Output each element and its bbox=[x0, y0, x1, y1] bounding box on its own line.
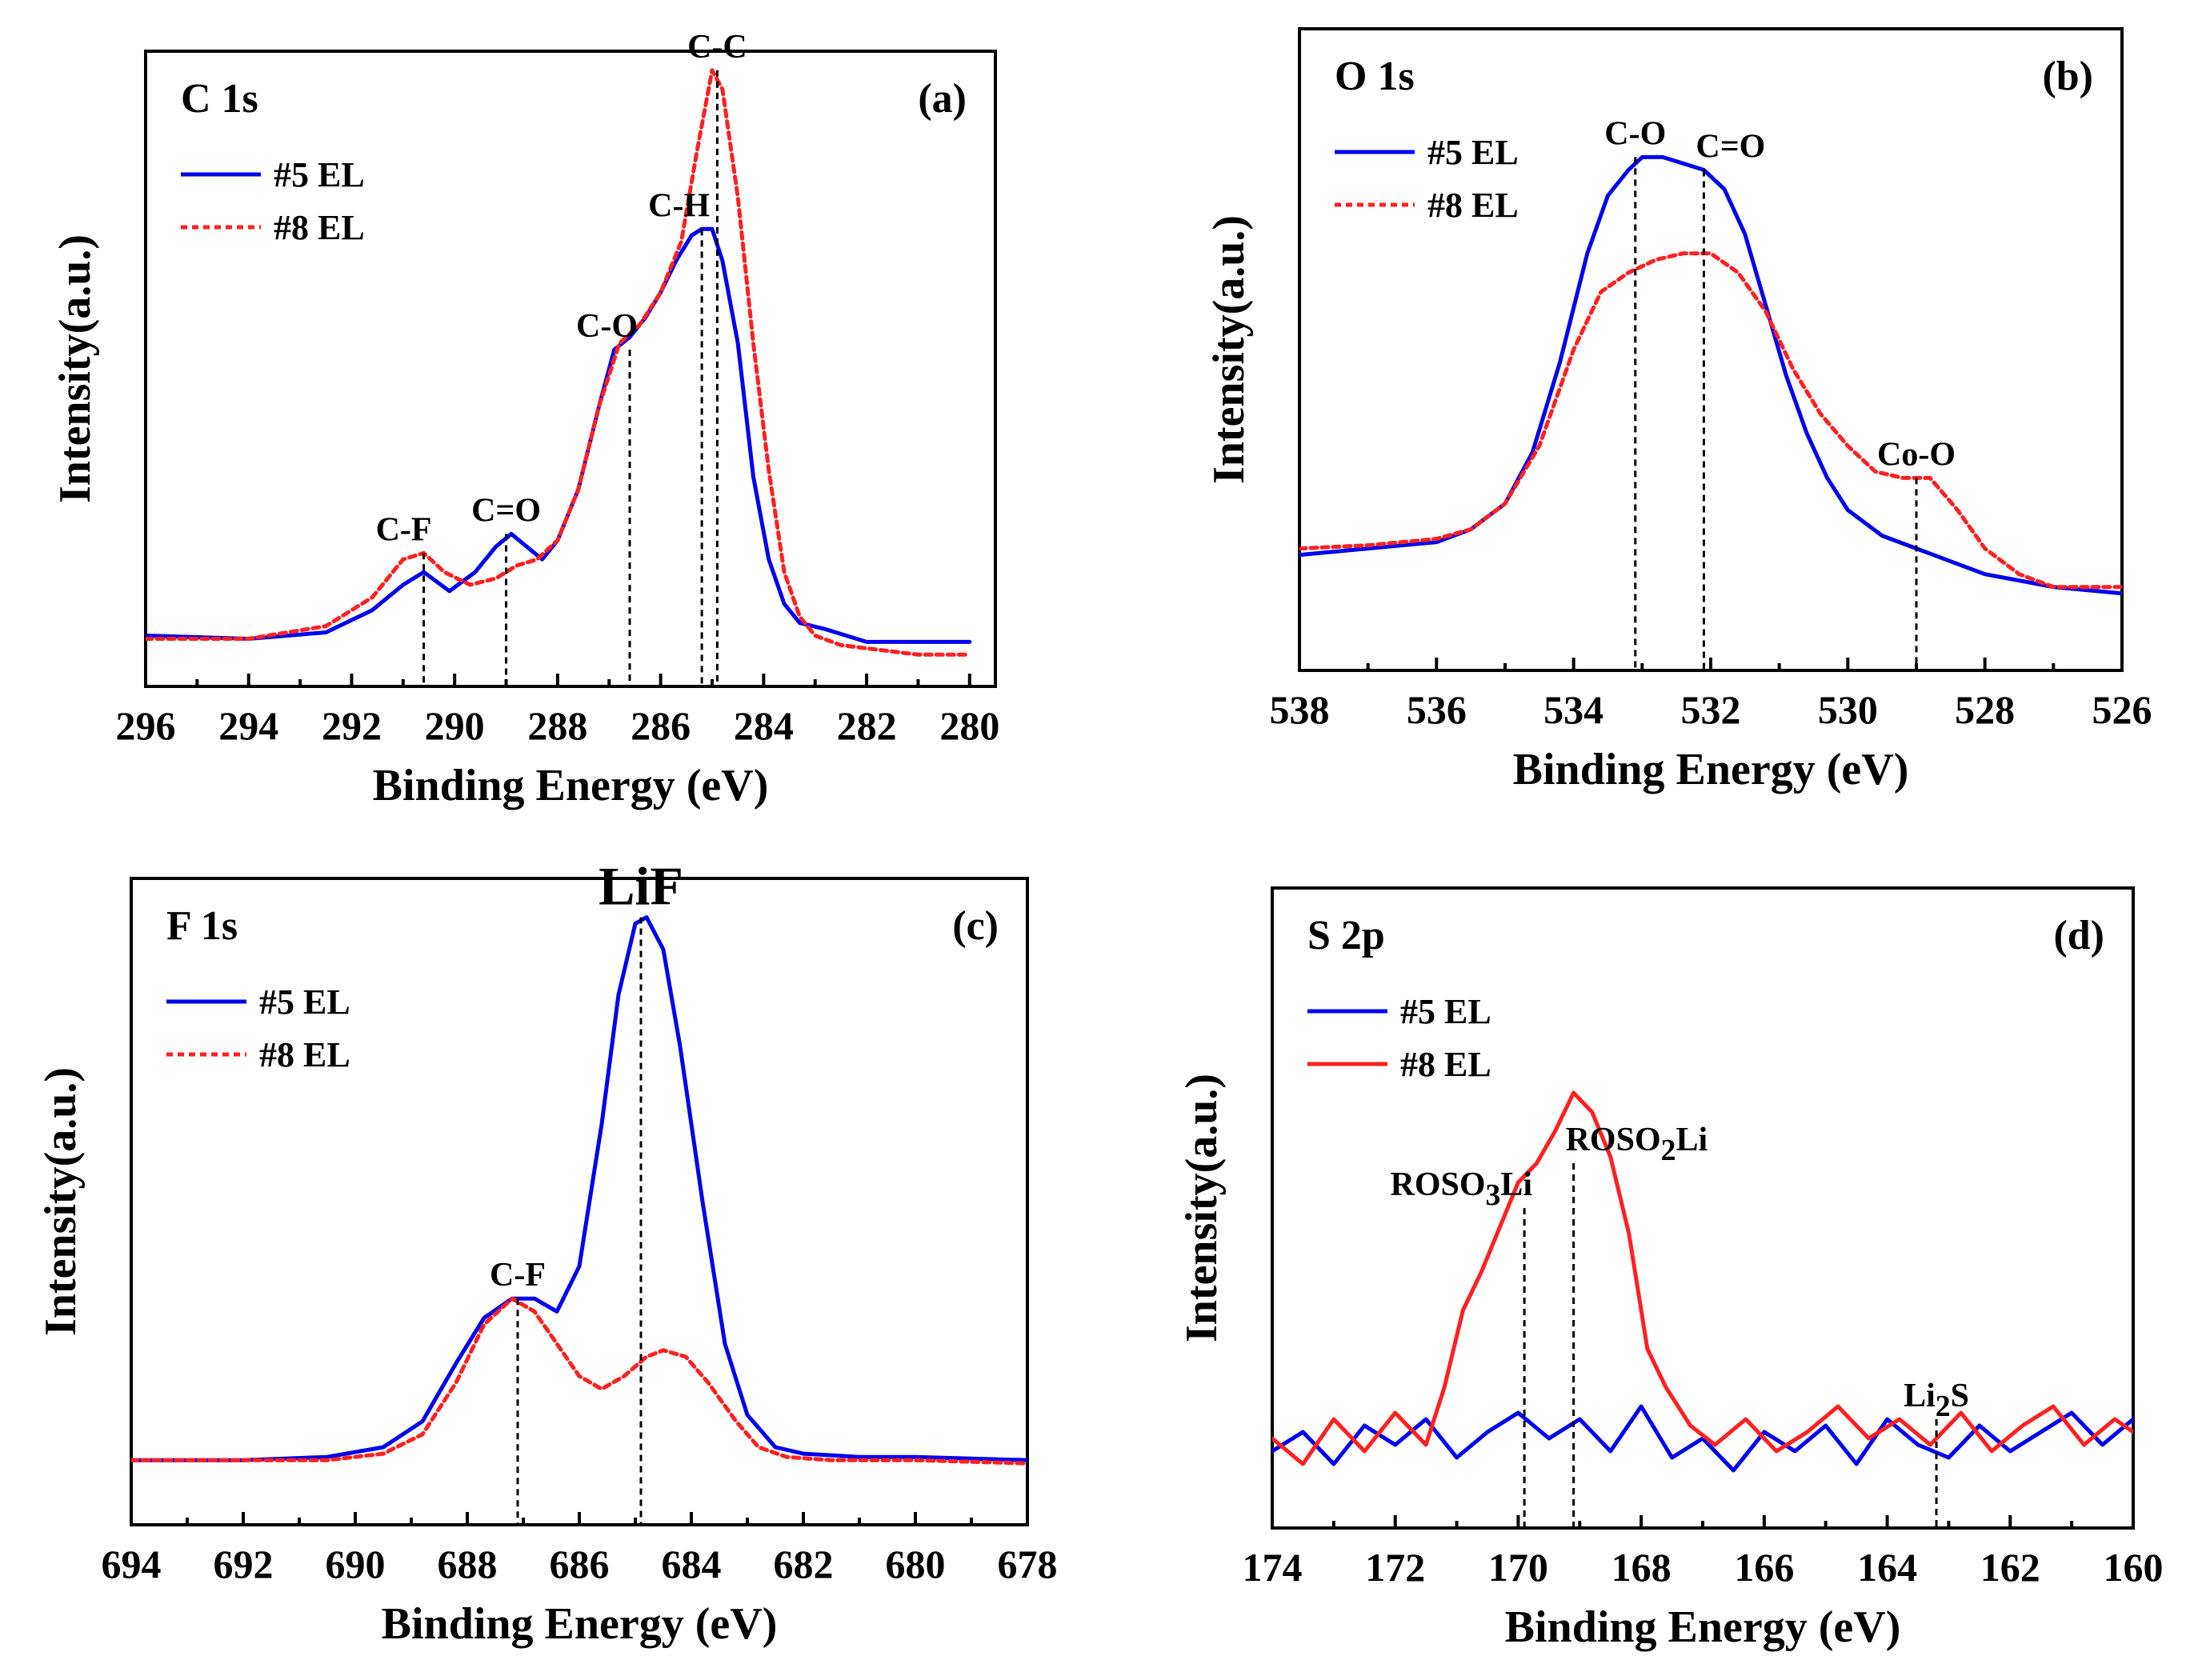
x-axis-label: Binding Energy (eV) bbox=[1513, 745, 1909, 794]
x-tick-label: 174 bbox=[1243, 1545, 1303, 1590]
legend-label: #5 EL bbox=[1400, 992, 1491, 1031]
x-tick-label: 172 bbox=[1365, 1545, 1425, 1590]
panel-tag: (b) bbox=[2042, 54, 2093, 99]
x-tick-label: 168 bbox=[1611, 1545, 1672, 1590]
panel-title: O 1s bbox=[1335, 54, 1415, 99]
series-line-el5 bbox=[1272, 1404, 2133, 1473]
chart-o1s: 538 536 534 532 530 528 526 Binding Energy (eV)… bbox=[1204, 27, 2152, 794]
x-tick-label: 694 bbox=[102, 1542, 162, 1586]
panel-tag: (d) bbox=[2053, 913, 2104, 958]
series-line-el5 bbox=[1299, 154, 2122, 596]
x-tick-label: 166 bbox=[1734, 1545, 1794, 1590]
series-line-el8 bbox=[131, 1296, 1027, 1466]
peak-label: C-H bbox=[648, 187, 710, 224]
x-tick-label: 684 bbox=[662, 1542, 722, 1586]
x-tick-label: 164 bbox=[1857, 1545, 1917, 1590]
x-tick-label: 530 bbox=[1818, 687, 1878, 732]
panel-d-s2p: 174 172 170 168 166 164 162 160 Binding Energy (… bbox=[1101, 840, 2202, 1680]
peak-label: Li2S bbox=[1904, 1378, 1969, 1423]
x-tick-label: 160 bbox=[2104, 1545, 2164, 1590]
panel-tag: (a) bbox=[918, 76, 967, 122]
x-tick-label: 678 bbox=[998, 1542, 1058, 1586]
peak-label: C-F bbox=[490, 1257, 546, 1294]
peak-label: Co-O bbox=[1877, 436, 1956, 473]
peak-label: C=O bbox=[471, 492, 541, 529]
x-axis-label: Binding Energy (eV) bbox=[1505, 1602, 1901, 1652]
panel-b-o1s: 538 536 534 532 530 528 526 Binding Energy (eV)… bbox=[1101, 0, 2202, 840]
x-axis-label: Binding Energy (eV) bbox=[382, 1599, 778, 1649]
legend-label: #5 EL bbox=[1427, 133, 1519, 172]
panel-title: F 1s bbox=[166, 903, 238, 949]
peak-label: C-C bbox=[687, 29, 747, 66]
x-axis-label: Binding Energy (eV) bbox=[373, 761, 769, 810]
series-line-el8 bbox=[1272, 1090, 2133, 1466]
x-tick-label: 290 bbox=[425, 703, 485, 748]
x-tick-label: 292 bbox=[322, 703, 382, 748]
legend-label: #8 EL bbox=[1427, 186, 1519, 225]
peak-label: C-O bbox=[1604, 115, 1666, 152]
legend-label: #5 EL bbox=[274, 155, 365, 194]
x-tick-label: 682 bbox=[774, 1542, 834, 1586]
y-axis-label: Intensity(a.u.) bbox=[1177, 1074, 1227, 1342]
chart-s2p: 174 172 170 168 166 164 162 160 Binding Energy (… bbox=[1177, 886, 2164, 1652]
x-tick-label: 686 bbox=[550, 1542, 610, 1586]
chart-f1s: 694 692 690 688 686 684 682 680 678 Binding Energ… bbox=[36, 855, 1058, 1649]
x-tick-label: 526 bbox=[2092, 687, 2152, 732]
x-tick-label: 538 bbox=[1270, 687, 1330, 732]
peak-label: C-F bbox=[376, 511, 432, 548]
peak-label: C-O bbox=[576, 308, 638, 345]
x-tick-label: 286 bbox=[631, 703, 691, 748]
x-tick-label: 280 bbox=[939, 703, 999, 748]
legend-label: #8 EL bbox=[259, 1035, 350, 1074]
peak-label: C=O bbox=[1696, 128, 1765, 165]
plot-frame bbox=[1298, 27, 2124, 672]
x-tick-label: 288 bbox=[527, 703, 587, 748]
panel-a-c1s: 296 294 292 290 288 286 284 282 280 Binding Energ… bbox=[0, 0, 1101, 840]
panel-tag: (c) bbox=[952, 903, 999, 949]
series-line-el5 bbox=[131, 915, 1027, 1462]
x-tick-label: 296 bbox=[116, 703, 176, 748]
legend-label: #5 EL bbox=[259, 982, 350, 1022]
x-tick-label: 690 bbox=[326, 1542, 386, 1586]
series-line-el8 bbox=[146, 68, 972, 657]
chart-c1s: 296 294 292 290 288 286 284 282 280 Binding Energ… bbox=[50, 29, 999, 810]
y-axis-label: Intensity(a.u.) bbox=[36, 1067, 86, 1336]
legend-label: #8 EL bbox=[274, 208, 365, 247]
x-tick-label: 284 bbox=[734, 703, 794, 748]
panel-title: C 1s bbox=[181, 76, 258, 122]
x-tick-label: 532 bbox=[1681, 687, 1741, 732]
plot-frame bbox=[1271, 886, 2135, 1530]
panel-c-f1s: 694 692 690 688 686 684 682 680 678 Binding Energ… bbox=[0, 840, 1101, 1680]
x-tick-label: 680 bbox=[886, 1542, 946, 1586]
x-tick-label: 282 bbox=[837, 703, 897, 748]
legend-label: #8 EL bbox=[1400, 1045, 1491, 1084]
panel-title: S 2p bbox=[1307, 913, 1385, 958]
peak-label: LiF bbox=[599, 855, 683, 916]
x-tick-label: 536 bbox=[1407, 687, 1467, 732]
x-tick-label: 162 bbox=[1980, 1545, 2040, 1590]
plot-frame bbox=[144, 50, 997, 688]
x-tick-label: 534 bbox=[1543, 687, 1603, 732]
series-line-el8 bbox=[1299, 251, 2122, 590]
x-tick-label: 688 bbox=[438, 1542, 498, 1586]
y-axis-label: Intensity(a.u.) bbox=[1204, 215, 1254, 484]
y-axis-label: Intensity(a.u.) bbox=[50, 234, 100, 503]
x-tick-label: 528 bbox=[1955, 687, 2015, 732]
series-line-el5 bbox=[146, 226, 972, 644]
x-tick-label: 692 bbox=[214, 1542, 274, 1586]
x-tick-label: 294 bbox=[218, 703, 278, 748]
peak-label: ROSO3Li bbox=[1390, 1166, 1532, 1212]
plot-frame bbox=[130, 877, 1029, 1526]
peak-label: ROSO2Li bbox=[1566, 1122, 1708, 1167]
x-tick-label: 170 bbox=[1488, 1545, 1548, 1590]
